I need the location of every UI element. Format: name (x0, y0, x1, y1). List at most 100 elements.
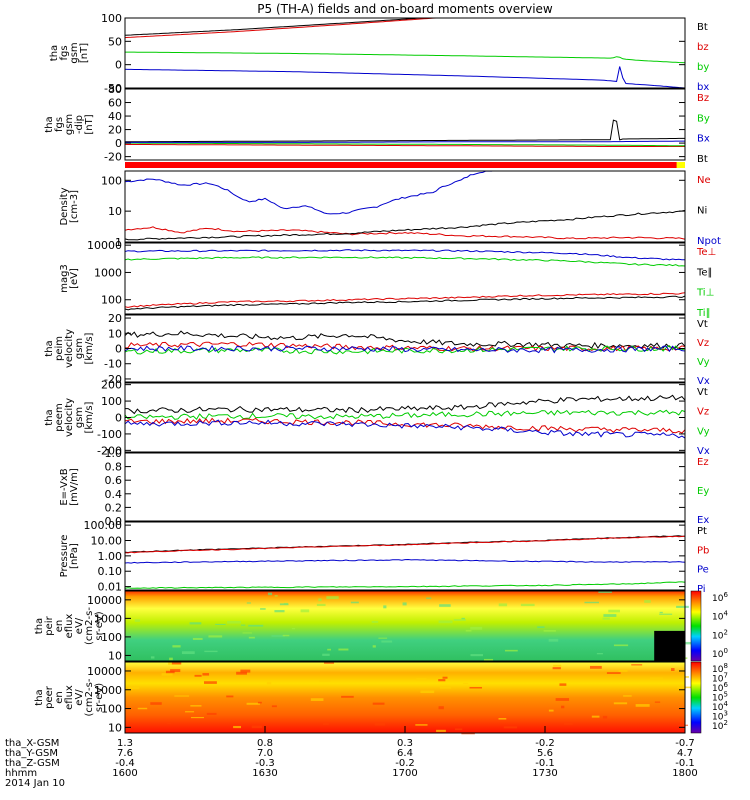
y-axis-label: eflux (64, 685, 75, 710)
spectrogram-texture (504, 649, 518, 652)
y-tick-label: -20 (104, 373, 122, 386)
panel-frame-efield (124, 452, 686, 522)
spectrogram-texture (208, 635, 223, 638)
y-axis-label: peer (44, 685, 55, 709)
y-axis-label: peem (54, 403, 65, 431)
series-line-Bt (125, 119, 685, 143)
y-axis-label: sr-eV) (94, 611, 105, 640)
y-tick-label: 1.00 (98, 550, 123, 563)
chart-title: P5 (TH-A) fields and on-board moments ov… (257, 2, 553, 16)
spectrogram-texture (618, 669, 628, 672)
footer-value: 6.4 (397, 748, 413, 759)
y-axis-label: gsm (69, 42, 80, 63)
spectrogram-texture (322, 723, 329, 725)
legend-label: Pt (697, 526, 707, 537)
spectrogram-texture (439, 604, 451, 607)
y-axis-label: peir (44, 615, 55, 635)
spectrogram-texture (251, 725, 263, 729)
y-tick-label: 10 (108, 327, 122, 340)
y-tick-label: 40 (108, 110, 122, 123)
footer-row-label: hhmm (5, 768, 37, 779)
footer-value: -0.4 (115, 758, 135, 769)
spectrogram-texture (461, 617, 465, 620)
status-bar (125, 162, 685, 168)
spectrogram-texture (203, 681, 217, 684)
spectrogram-texture (128, 686, 140, 690)
spectrogram-texture (246, 702, 260, 705)
y-tick-label: -100 (97, 428, 122, 441)
spectrogram-texture (553, 664, 562, 667)
y-tick-label: 60 (108, 97, 122, 110)
series-line-Vx (124, 419, 686, 439)
y-axis-label: [km/s] (84, 401, 95, 433)
y-tick-label: 100 (101, 12, 122, 25)
spectrogram-texture (322, 653, 330, 656)
spectrogram-texture (374, 723, 386, 726)
y-tick-label: 50 (108, 35, 122, 48)
y-tick-label: 0.2 (105, 501, 123, 514)
spectrogram-texture (167, 722, 171, 725)
y-axis-label: gsm (64, 114, 75, 135)
spectrogram-texture (454, 728, 463, 731)
y-axis-label: gsm (74, 407, 85, 428)
y-tick-label: 80 (108, 83, 122, 96)
legend-label: Vt (697, 319, 708, 330)
panel-bg-velocity_esa_e (125, 383, 685, 452)
spectrogram-texture (279, 603, 289, 606)
y-axis-label: Density (59, 187, 70, 225)
spectrogram-texture (383, 605, 387, 609)
series-line-Ti_par (124, 249, 686, 261)
spectrogram-texture (319, 680, 331, 682)
series-line-Vy (124, 409, 686, 420)
spectrogram-texture (402, 602, 407, 606)
y-tick-label: 0 (115, 59, 122, 72)
series-line-Vt (125, 394, 686, 415)
spectrogram-mask (654, 630, 685, 661)
spectrogram-texture (678, 724, 688, 726)
y-tick-label: 0 (115, 137, 122, 150)
y-tick-label: 0.0 (105, 515, 123, 528)
series-line-Pb (124, 535, 686, 554)
footer-value: 7.6 (117, 748, 133, 759)
legend-label: Ey (697, 486, 709, 497)
spectrogram-texture (644, 600, 651, 603)
spectrogram-texture (236, 671, 247, 675)
spectrogram-texture (584, 601, 599, 604)
spectrogram-texture (326, 596, 339, 600)
spectrogram-texture (248, 624, 264, 627)
y-tick-label: 0.8 (105, 461, 123, 474)
spectrogram-texture (438, 706, 444, 710)
y-axis-label: en (54, 691, 65, 704)
legend-label: Vy (697, 357, 710, 368)
y-axis-label: [mV/m] (69, 468, 80, 506)
spectrogram-texture (165, 670, 175, 674)
y-axis-label: E=-VxB (59, 468, 70, 505)
spectrogram-texture (613, 702, 628, 705)
spectrogram-texture (271, 705, 277, 708)
spectrogram-texture (246, 602, 251, 604)
footer-value: 1730 (532, 768, 557, 779)
colorbar-spec_e (690, 661, 702, 734)
spectrogram-texture (436, 729, 446, 732)
footer-value: 1.3 (117, 738, 133, 749)
y-tick-label: 100 (101, 174, 122, 187)
spectrogram-texture (470, 626, 483, 630)
legend-label: Bt (697, 22, 708, 33)
y-tick-label: -50 (104, 82, 122, 95)
y-tick-label: -10 (104, 358, 122, 371)
spectrogram-texture (498, 603, 508, 607)
y-axis-label: tha (44, 409, 55, 425)
series-line-Bx (125, 140, 685, 143)
y-tick-label: 10000 (87, 665, 122, 678)
spectrogram-texture (174, 695, 190, 697)
spectrogram-texture (170, 669, 181, 673)
spectrogram-texture (442, 676, 448, 679)
spectrogram-texture (323, 662, 335, 664)
spectrogram-texture (137, 707, 148, 710)
colorbar-label: 102 (712, 628, 728, 641)
footer-value: 7.0 (257, 748, 273, 759)
legend-label: Bx (697, 134, 710, 145)
spectrogram-texture (291, 628, 296, 630)
spectrogram-texture (266, 681, 272, 685)
colorbar-label: 106 (712, 591, 728, 604)
